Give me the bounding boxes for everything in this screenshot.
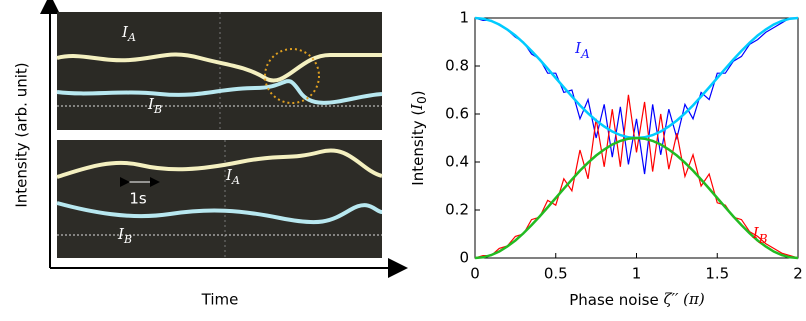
y-tick-label: 0.4 — [445, 153, 469, 171]
figure: 1s IA IB IA IB Time Intensity (arb. unit… — [0, 0, 806, 321]
y-axis-label: Intensity (I0) — [408, 90, 429, 185]
x-axis-label: Phase noise ζ′′ (π) — [569, 290, 705, 309]
x-tick-label: 1 — [632, 265, 642, 283]
x-tick-label: 1.5 — [705, 265, 729, 283]
annotation-sub: A — [580, 47, 590, 61]
y-tick-label: 1 — [459, 9, 469, 27]
x-tick-label: 0 — [470, 265, 480, 283]
annotation: IB — [752, 224, 768, 246]
page: 1s IA IB IA IB Time Intensity (arb. unit… — [0, 0, 806, 321]
series-line — [475, 138, 798, 258]
annotation: IA — [574, 39, 590, 61]
y-tick-label: 0.8 — [445, 57, 469, 75]
y-tick-label: 0.6 — [445, 105, 469, 123]
y-axis-label: Intensity (arb. unit) — [13, 62, 31, 207]
chart: Phase noise ζ′′ (π) Intensity (I0) 0 0.5 1… — [408, 9, 803, 309]
annotation-sub: B — [758, 232, 768, 246]
x-tick-label: 0.5 — [544, 265, 568, 283]
x-tick-label: 2 — [793, 265, 803, 283]
photo-panel: 1s IA IB IA IB Time Intensity (arb. unit… — [13, 4, 399, 309]
scale-label: 1s — [129, 190, 147, 208]
y-tick-label: 0.2 — [445, 201, 469, 219]
scope-photo — [57, 140, 382, 258]
y-tick-label: 0 — [459, 249, 469, 267]
x-axis-label: Time — [201, 291, 239, 309]
